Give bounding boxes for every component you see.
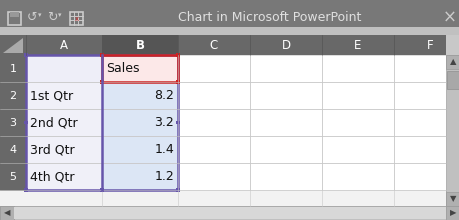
Bar — [0, 206, 14, 220]
Bar — [321, 136, 393, 163]
Bar — [393, 163, 459, 190]
Text: 1.2: 1.2 — [154, 170, 174, 183]
Bar — [24, 53, 28, 57]
Text: ↻: ↻ — [47, 11, 57, 24]
Bar — [178, 136, 249, 163]
Bar — [445, 192, 459, 206]
Bar — [178, 163, 249, 190]
Bar — [321, 82, 393, 109]
Bar — [0, 27, 459, 35]
Bar — [0, 109, 26, 136]
Bar — [321, 109, 393, 136]
Bar — [176, 53, 179, 57]
Text: 8.2: 8.2 — [154, 89, 174, 102]
Bar — [321, 55, 393, 82]
Bar — [102, 136, 178, 163]
Bar — [0, 163, 26, 190]
Bar — [393, 136, 459, 163]
Bar — [445, 55, 459, 69]
Bar — [102, 82, 178, 109]
Bar — [178, 55, 249, 82]
Text: 5: 5 — [10, 172, 17, 181]
Text: Chart in Microsoft PowerPoint: Chart in Microsoft PowerPoint — [178, 11, 361, 24]
Bar — [10, 11, 19, 16]
Text: ◀: ◀ — [4, 209, 10, 218]
Text: ▶: ▶ — [449, 209, 455, 218]
Text: C: C — [209, 38, 218, 51]
Bar — [70, 11, 83, 24]
Text: 4th Qtr: 4th Qtr — [30, 170, 74, 183]
Bar — [0, 136, 26, 163]
Bar — [393, 82, 459, 109]
Bar — [249, 163, 321, 190]
Text: 3.2: 3.2 — [154, 116, 174, 129]
Text: F: F — [426, 38, 432, 51]
Bar — [100, 53, 104, 57]
Text: Sales: Sales — [106, 62, 139, 75]
Text: D: D — [281, 38, 290, 51]
Bar — [249, 82, 321, 109]
Bar — [26, 82, 102, 109]
Bar — [14, 207, 445, 219]
Text: 1.4: 1.4 — [154, 143, 174, 156]
Bar — [102, 55, 178, 82]
Bar — [249, 55, 321, 82]
Bar — [100, 53, 104, 57]
Bar — [445, 55, 459, 206]
Bar — [8, 11, 21, 24]
Bar — [0, 82, 26, 109]
Text: ↺: ↺ — [27, 11, 37, 24]
Bar — [100, 80, 104, 84]
Bar — [102, 109, 178, 136]
Bar — [0, 35, 26, 55]
Bar — [102, 35, 178, 55]
Bar — [321, 163, 393, 190]
Bar — [102, 55, 178, 82]
Text: 2: 2 — [10, 90, 17, 101]
Text: 1st Qtr: 1st Qtr — [30, 89, 73, 102]
Bar — [102, 163, 178, 190]
Bar — [176, 53, 179, 57]
Text: ▼: ▼ — [449, 194, 455, 204]
Bar — [0, 35, 445, 55]
Text: 2nd Qtr: 2nd Qtr — [30, 116, 78, 129]
Bar — [178, 82, 249, 109]
Text: A: A — [60, 38, 68, 51]
Bar — [393, 55, 459, 82]
Bar — [249, 136, 321, 163]
Text: 4: 4 — [10, 145, 17, 154]
Bar — [445, 206, 459, 220]
Bar — [26, 109, 102, 136]
Text: 1: 1 — [10, 64, 17, 73]
Text: ×: × — [442, 9, 456, 26]
Text: ▲: ▲ — [449, 57, 455, 66]
Bar — [0, 0, 459, 35]
Bar — [249, 109, 321, 136]
Bar — [26, 55, 102, 82]
Polygon shape — [3, 38, 23, 53]
Bar — [178, 109, 249, 136]
Bar — [0, 55, 26, 82]
Bar — [100, 188, 104, 192]
Bar — [176, 121, 179, 124]
Bar — [24, 188, 28, 192]
Text: ▾: ▾ — [58, 13, 62, 18]
Text: B: B — [135, 38, 144, 51]
Text: 3: 3 — [10, 117, 17, 128]
Text: x: x — [74, 15, 78, 22]
Bar — [26, 55, 178, 190]
Bar — [24, 121, 28, 124]
Bar — [393, 109, 459, 136]
Bar — [0, 206, 459, 220]
Text: 3rd Qtr: 3rd Qtr — [30, 143, 74, 156]
Bar — [26, 163, 102, 190]
Bar — [0, 55, 445, 206]
Bar — [446, 71, 458, 89]
Bar — [176, 188, 179, 192]
Text: ▾: ▾ — [38, 13, 42, 18]
Bar — [26, 136, 102, 163]
Bar — [176, 80, 179, 84]
Text: E: E — [353, 38, 361, 51]
